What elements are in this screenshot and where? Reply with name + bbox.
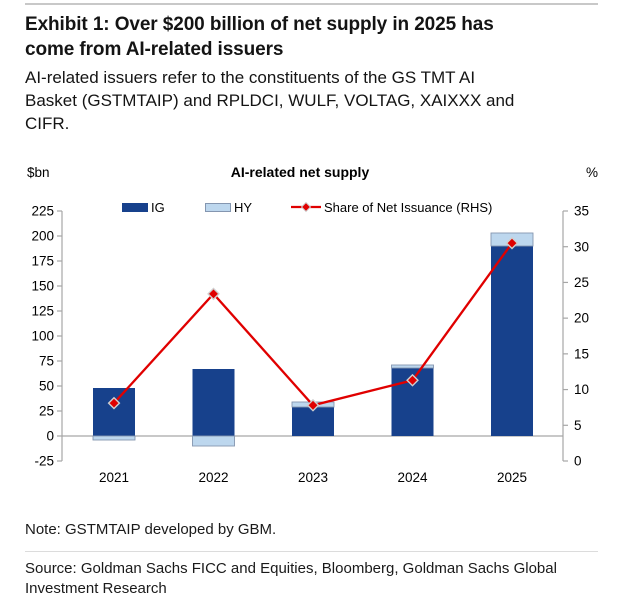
left-axis-tick-label: 100 [31, 329, 54, 344]
bar-ig-2023 [292, 407, 334, 436]
left-axis-tick-label: 125 [31, 304, 54, 319]
bar-ig-2021 [93, 388, 135, 436]
exhibit-subtitle: AI-related issuers refer to the constitu… [25, 66, 591, 135]
bar-hy-2022 [192, 435, 235, 447]
exhibit-title: Exhibit 1: Over $200 billion of net supp… [25, 12, 591, 62]
left-axis-tick-label: 150 [31, 279, 54, 294]
bar-ig-2025 [491, 246, 533, 436]
right-axis-tick-label: 25 [574, 275, 589, 290]
right-axis-tick-label: 30 [574, 239, 589, 254]
note-text: Note: GSTMTAIP developed by GBM. [25, 521, 277, 538]
legend-item-hy: HY [205, 199, 252, 215]
source-line-2: Investment Research [25, 580, 167, 597]
diamond-marker-2024 [406, 373, 419, 387]
x-axis-label-2021: 2021 [99, 470, 129, 485]
left-axis-tick-label: 225 [31, 204, 54, 219]
ig-swatch-icon [122, 202, 148, 212]
diamond-marker-2025 [505, 236, 519, 250]
left-axis-tick-label: 75 [39, 354, 54, 369]
left-axis-tick-label: 25 [39, 404, 54, 419]
exhibit-subtitle-line-2: Basket (GSTMTAIP) and RPLDCI, WULF, VOLT… [25, 91, 515, 110]
footer-divider [25, 551, 598, 552]
hy-swatch-icon [205, 202, 231, 212]
chart-plot: -250255075100125150175200225051015202530… [31, 204, 589, 485]
legend-label-share: Share of Net Issuance (RHS) [324, 199, 493, 215]
exhibit-title-line-2: come from AI-related issuers [25, 39, 284, 60]
x-axis-label-2024: 2024 [397, 470, 428, 485]
diamond-marker-2021 [107, 396, 121, 410]
source-line-1: Source: Goldman Sachs FICC and Equities,… [25, 560, 557, 577]
left-axis-tick-label: -25 [34, 454, 54, 469]
chart-title: AI-related net supply [230, 164, 370, 180]
legend-item-share: Share of Net Issuance (RHS) [291, 199, 492, 215]
x-axis-label-2023: 2023 [298, 470, 328, 485]
x-axis-label-2022: 2022 [198, 470, 228, 485]
source-text: Source: Goldman Sachs FICC and Equities,… [25, 559, 591, 599]
right-axis-tick-label: 35 [574, 204, 589, 219]
left-axis-tick-label: 200 [31, 229, 54, 244]
chart-legend: IG HY Share of Net Issuance (RHS) [0, 199, 619, 215]
bar-hy-2024 [391, 364, 434, 369]
left-axis-tick-label: 0 [46, 429, 54, 444]
top-rule [25, 3, 598, 5]
left-axis-tick-label: 50 [39, 379, 54, 394]
right-axis-tick-label: 15 [574, 346, 589, 361]
diamond-marker-2023 [306, 398, 320, 412]
legend-label-ig: IG [151, 199, 165, 215]
left-axis-unit-label: $bn [27, 165, 50, 180]
share-line [113, 242, 513, 407]
chart-area: $bn AI-related net supply % IG HY Share … [0, 158, 619, 498]
right-axis-tick-label: 10 [574, 382, 589, 397]
exhibit-title-line-1: Exhibit 1: Over $200 billion of net supp… [25, 14, 494, 35]
bar-hy-2021 [92, 435, 136, 441]
legend-item-ig: IG [122, 199, 165, 215]
exhibit-subtitle-line-3: CIFR. [25, 114, 70, 133]
right-axis-tick-label: 20 [574, 311, 589, 326]
right-axis-tick-label: 5 [574, 418, 582, 433]
right-axis-unit-label: % [585, 165, 598, 180]
bar-ig-2022 [192, 369, 235, 436]
diamond-marker-2022 [207, 287, 220, 301]
legend-label-hy: HY [234, 199, 253, 215]
left-axis-tick-label: 175 [31, 254, 54, 269]
x-axis-label-2025: 2025 [497, 470, 527, 485]
line-marker-icon [291, 201, 321, 213]
right-axis-tick-label: 0 [574, 454, 582, 469]
exhibit-subtitle-line-1: AI-related issuers refer to the constitu… [25, 68, 476, 87]
